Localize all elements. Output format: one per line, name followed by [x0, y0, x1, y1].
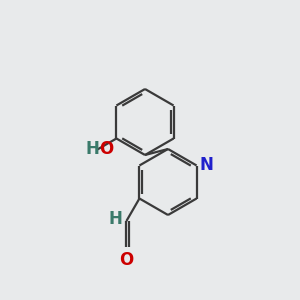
- Text: O: O: [119, 251, 134, 269]
- Text: H: H: [109, 210, 122, 228]
- Text: N: N: [200, 157, 214, 175]
- Text: O: O: [99, 140, 114, 158]
- Text: H: H: [85, 140, 99, 158]
